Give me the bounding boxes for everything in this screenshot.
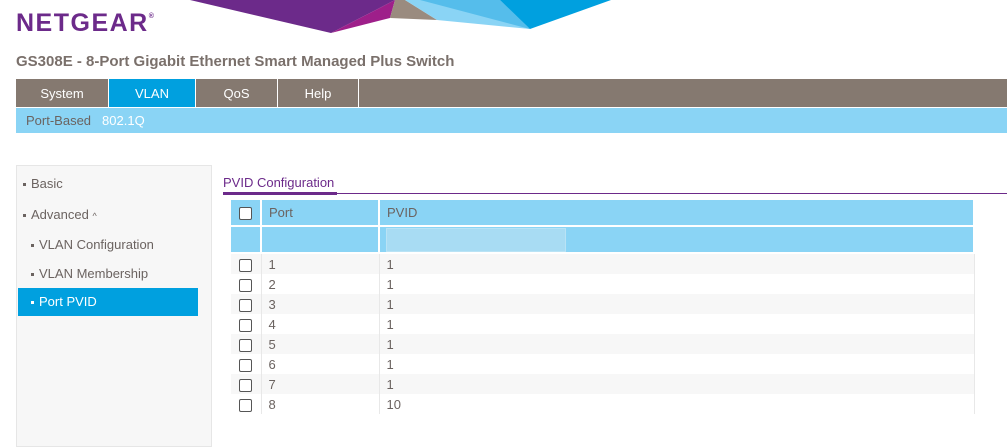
port-cell: 8 bbox=[261, 394, 380, 414]
pvid-cell: 1 bbox=[379, 274, 975, 294]
port-cell: 2 bbox=[261, 274, 380, 294]
banner-graphic bbox=[190, 0, 611, 33]
tab-vlan[interactable]: VLAN bbox=[109, 79, 196, 107]
pvid-table: Port PVID 1 1 2 1 3 1 4 1 5 1 6 1 7 1 8 10 bbox=[231, 200, 975, 414]
section-tab-pvid-configuration[interactable]: PVID Configuration bbox=[223, 175, 335, 190]
main-nav: System VLAN QoS Help bbox=[16, 79, 1007, 107]
pvid-cell: 1 bbox=[379, 314, 975, 334]
pvid-cell: 1 bbox=[379, 334, 975, 354]
page-title: GS308E - 8-Port Gigabit Ethernet Smart M… bbox=[16, 53, 455, 70]
port-cell: 5 bbox=[261, 334, 380, 354]
column-header-port: Port bbox=[261, 200, 380, 227]
row-checkbox[interactable] bbox=[239, 278, 253, 292]
port-cell: 1 bbox=[261, 253, 380, 274]
bullet-icon bbox=[31, 301, 34, 305]
pvid-cell: 1 bbox=[379, 354, 975, 374]
sidebar-item-vlan-membership[interactable]: VLAN Membership bbox=[31, 260, 148, 288]
pvid-cell: 1 bbox=[379, 253, 975, 274]
table-header-row: Port PVID bbox=[231, 200, 975, 227]
chevron-up-icon: ^ bbox=[92, 211, 97, 221]
bullet-icon bbox=[31, 273, 34, 277]
sidebar-item-port-pvid[interactable]: Port PVID bbox=[18, 288, 198, 316]
table-row: 8 10 bbox=[231, 394, 975, 414]
subtab-port-based[interactable]: Port-Based bbox=[26, 113, 92, 128]
row-checkbox[interactable] bbox=[239, 358, 253, 372]
section-divider bbox=[223, 193, 1007, 194]
column-header-pvid: PVID bbox=[379, 200, 975, 227]
row-checkbox[interactable] bbox=[239, 398, 253, 412]
row-checkbox[interactable] bbox=[239, 298, 253, 312]
row-checkbox[interactable] bbox=[239, 378, 253, 392]
tab-help[interactable]: Help bbox=[278, 79, 359, 107]
sub-nav: Port-Based 802.1Q bbox=[16, 108, 1007, 133]
netgear-logo: NETGEAR® bbox=[16, 9, 156, 37]
row-checkbox[interactable] bbox=[239, 338, 253, 352]
subtab-802-1q[interactable]: 802.1Q bbox=[102, 113, 145, 128]
tab-system[interactable]: System bbox=[16, 79, 109, 107]
sidebar-item-basic[interactable]: Basic bbox=[23, 170, 63, 198]
port-cell: 6 bbox=[261, 354, 380, 374]
sidebar-item-vlan-configuration[interactable]: VLAN Configuration bbox=[31, 231, 154, 259]
pvid-cell: 1 bbox=[379, 294, 975, 314]
pvid-filter-input[interactable] bbox=[386, 227, 566, 252]
select-all-checkbox[interactable] bbox=[239, 207, 252, 221]
port-cell: 3 bbox=[261, 294, 380, 314]
sidebar: Basic Advanced ^ VLAN Configuration VLAN… bbox=[16, 165, 212, 447]
row-checkbox[interactable] bbox=[239, 258, 253, 272]
tab-qos[interactable]: QoS bbox=[196, 79, 278, 107]
bullet-icon bbox=[23, 183, 26, 187]
bullet-icon bbox=[23, 214, 26, 218]
table-filter-row bbox=[231, 226, 975, 254]
bullet-icon bbox=[31, 244, 34, 248]
sidebar-item-advanced[interactable]: Advanced ^ bbox=[23, 201, 97, 229]
row-checkbox[interactable] bbox=[239, 318, 253, 332]
port-cell: 7 bbox=[261, 374, 380, 394]
pvid-cell: 10 bbox=[379, 394, 975, 414]
pvid-cell: 1 bbox=[379, 374, 975, 394]
section-tab-underline bbox=[223, 192, 337, 195]
port-cell: 4 bbox=[261, 314, 380, 334]
